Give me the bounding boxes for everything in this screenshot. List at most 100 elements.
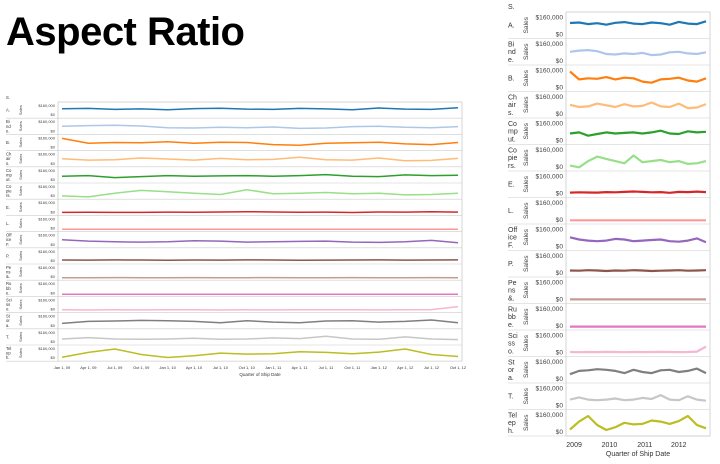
series-label: Ru bb e.	[508, 307, 517, 329]
series-label: Pe ns &.	[508, 280, 517, 302]
y-axis-title: Sales	[18, 218, 23, 228]
series-label: Ch air s.	[6, 152, 12, 166]
y-tick-label: $0	[556, 323, 564, 330]
y-tick-label: $160,000	[535, 41, 563, 48]
series-label: Co pie rs.	[6, 184, 12, 198]
x-tick-label: Jan 1, 12	[371, 365, 388, 370]
y-tick-label: $160,000	[38, 135, 55, 140]
y-tick-label: $0	[51, 355, 56, 360]
series-label: Ru bb e.	[6, 281, 12, 295]
series-line	[569, 70, 707, 84]
y-axis-title: Sales	[18, 202, 23, 212]
series-line	[61, 348, 459, 359]
series-label: Bi nd e.	[508, 42, 516, 64]
y-tick-label: $160,000	[38, 119, 55, 124]
series-label: Off ice F.	[6, 233, 12, 247]
y-axis-title: Sales	[523, 387, 530, 404]
y-axis-title: Sales	[18, 186, 23, 196]
y-axis-title: Sales	[523, 175, 530, 192]
y-tick-label: $0	[51, 258, 56, 263]
series-label: Off ice F.	[508, 227, 517, 249]
series-line	[61, 335, 459, 341]
narrow-line-chart: S. A. Sales $160,000 $0 Bi nd e. Sales $160,000 $0…	[508, 4, 711, 458]
y-tick-label: $160,000	[535, 68, 563, 75]
y-tick-label: $0	[51, 323, 56, 328]
series-label: P.	[6, 253, 9, 258]
y-axis-title: Sales	[523, 43, 530, 60]
x-tick-label: 2011	[637, 442, 652, 449]
y-axis-title: Sales	[523, 361, 530, 378]
y-axis-title: Sales	[523, 414, 530, 431]
x-axis-title: Quarter of Ship Date	[239, 372, 281, 377]
y-tick-label: $160,000	[38, 249, 55, 254]
series-line	[61, 188, 459, 198]
series-label: Tel ep h.	[508, 413, 517, 435]
x-tick-label: Oct 1, 11	[344, 365, 361, 370]
y-tick-label: $160,000	[38, 330, 55, 335]
series-line	[569, 20, 707, 26]
x-tick-label: Oct 1, 10	[239, 365, 256, 370]
y-tick-label: $160,000	[535, 15, 563, 22]
series-label: A.	[6, 108, 10, 113]
series-label: T.	[6, 334, 9, 339]
y-tick-label: $160,000	[535, 333, 563, 340]
series-label: L.	[6, 221, 10, 226]
y-tick-label: $160,000	[535, 200, 563, 207]
y-axis-title: Sales	[18, 235, 23, 245]
y-axis-title: Sales	[18, 251, 23, 261]
y-tick-label: $0	[556, 191, 564, 198]
series-line	[61, 137, 459, 146]
series-line	[61, 305, 459, 311]
y-axis-title: Sales	[18, 170, 23, 180]
y-tick-label: $0	[51, 112, 56, 117]
series-line	[569, 101, 707, 110]
y-axis-title: Sales	[523, 255, 530, 272]
y-axis-title: Sales	[523, 122, 530, 139]
y-axis-title: Sales	[18, 283, 23, 293]
y-tick-label: $160,000	[535, 147, 563, 154]
x-tick-label: 2009	[566, 442, 582, 449]
y-tick-label: $160,000	[535, 386, 563, 393]
slide-title: Aspect Ratio	[6, 10, 245, 54]
y-axis-title: Sales	[523, 202, 530, 219]
y-tick-label: $0	[556, 164, 564, 171]
series-label: St or a.	[6, 314, 11, 328]
y-axis-title: Sales	[18, 137, 23, 147]
y-axis-title: Sales	[18, 105, 23, 115]
series-label: L.	[508, 208, 514, 215]
y-tick-label: $0	[556, 270, 564, 277]
y-tick-label: $160,000	[38, 200, 55, 205]
y-tick-label: $0	[51, 128, 56, 133]
x-tick-label: Jul 1, 10	[213, 365, 229, 370]
series-line	[61, 124, 459, 130]
y-tick-label: $160,000	[535, 253, 563, 260]
series-line	[61, 173, 459, 179]
y-axis-title: Sales	[18, 154, 23, 164]
series-label: B.	[6, 140, 10, 145]
y-axis-title: Sales	[523, 308, 530, 325]
y-tick-label: $160,000	[535, 94, 563, 101]
y-axis-title: Sales	[523, 228, 530, 245]
y-tick-label: $0	[556, 244, 564, 251]
y-tick-label: $160,000	[38, 346, 55, 351]
row-header: S.	[6, 95, 10, 100]
series-line	[569, 154, 707, 169]
x-tick-label: Jul 1, 09	[107, 365, 123, 370]
y-tick-label: $0	[556, 429, 564, 436]
y-tick-label: $0	[51, 161, 56, 166]
y-tick-label: $0	[51, 193, 56, 198]
x-tick-label: Apr 1, 09	[80, 365, 97, 370]
series-line	[569, 236, 707, 244]
y-tick-label: $0	[556, 217, 564, 224]
y-tick-label: $160,000	[38, 216, 55, 221]
y-tick-label: $0	[51, 339, 56, 344]
series-line	[61, 106, 459, 111]
y-tick-label: $0	[51, 209, 56, 214]
y-tick-label: $0	[556, 350, 564, 357]
x-tick-label: Jul 1, 11	[319, 365, 335, 370]
series-label: E.	[508, 182, 515, 189]
x-tick-label: 2010	[602, 442, 618, 449]
series-label: Co mp ut.	[6, 168, 12, 182]
series-label: Bi nd e.	[6, 119, 11, 133]
series-label: Sci ss o.	[6, 297, 12, 311]
